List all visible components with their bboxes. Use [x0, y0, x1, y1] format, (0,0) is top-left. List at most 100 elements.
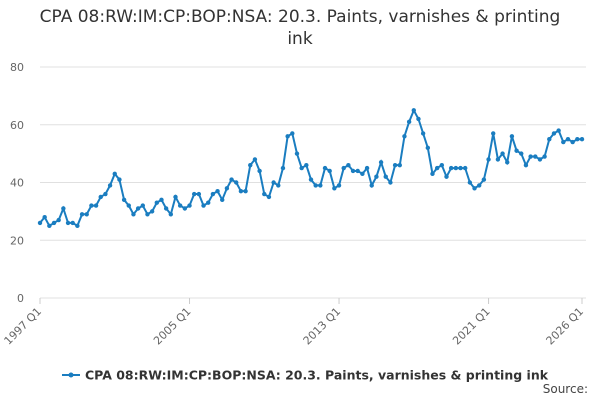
- point: [392, 162, 398, 168]
- point: [271, 180, 276, 185]
- point: [103, 191, 108, 197]
- point: [308, 177, 314, 182]
- x-tick-label: 2005 Q1: [151, 305, 194, 348]
- point: [182, 206, 188, 211]
- point: [285, 134, 290, 139]
- point: [556, 128, 561, 133]
- point: [61, 206, 66, 211]
- legend-marker: [68, 372, 74, 378]
- y-tick-label: 40: [10, 177, 24, 190]
- point: [187, 203, 192, 208]
- point: [374, 174, 379, 179]
- point: [397, 162, 402, 168]
- point: [234, 180, 239, 185]
- point: [84, 212, 89, 217]
- point: [425, 145, 431, 151]
- point: [79, 212, 85, 217]
- point: [528, 154, 533, 159]
- point: [145, 212, 150, 217]
- point: [383, 174, 388, 179]
- y-tick-label: 0: [17, 292, 24, 305]
- point: [173, 194, 178, 200]
- point: [542, 154, 547, 159]
- point: [215, 188, 220, 194]
- point: [51, 220, 57, 226]
- point: [318, 183, 323, 188]
- point: [565, 136, 571, 142]
- point: [505, 160, 510, 165]
- point: [37, 220, 43, 226]
- point: [491, 131, 496, 136]
- point: [444, 174, 449, 179]
- point: [229, 177, 234, 182]
- point: [477, 183, 482, 188]
- point: [42, 214, 47, 220]
- point: [243, 188, 248, 194]
- x-tick-label: 2026 Q1: [544, 305, 587, 348]
- point: [346, 162, 351, 168]
- point: [519, 151, 524, 156]
- point: [332, 186, 337, 191]
- point: [56, 217, 61, 223]
- point: [75, 223, 80, 229]
- series-line: [39, 107, 582, 228]
- point: [304, 162, 309, 168]
- point: [369, 183, 374, 188]
- point: [248, 162, 253, 168]
- point: [575, 136, 580, 142]
- point: [495, 157, 501, 162]
- point: [131, 212, 136, 217]
- point: [462, 165, 468, 171]
- point: [448, 165, 454, 171]
- point: [154, 200, 160, 205]
- point: [93, 203, 99, 208]
- y-tick-label: 60: [10, 119, 24, 132]
- point: [276, 183, 281, 188]
- point: [163, 206, 169, 211]
- point: [327, 168, 332, 174]
- point: [570, 139, 575, 145]
- point: [523, 162, 529, 168]
- point: [290, 131, 295, 136]
- point: [561, 139, 566, 145]
- point: [336, 183, 342, 188]
- point: [135, 206, 141, 211]
- point: [341, 165, 346, 171]
- point: [191, 191, 197, 197]
- point: [514, 148, 519, 153]
- point: [89, 203, 94, 208]
- legend-label: CPA 08:RW:IM:CP:BOP:NSA: 20.3. Paints, v…: [85, 368, 549, 383]
- point: [117, 177, 122, 182]
- point: [458, 165, 463, 171]
- chart-title: CPA 08:RW:IM:CP:BOP:NSA: 20.3. Paints, v…: [39, 7, 561, 49]
- point: [262, 191, 267, 197]
- point: [220, 197, 225, 203]
- point: [420, 131, 426, 136]
- point: [70, 220, 75, 226]
- point: [126, 203, 131, 208]
- point: [280, 165, 286, 171]
- point: [481, 177, 487, 182]
- point: [294, 151, 300, 156]
- point: [47, 223, 52, 229]
- x-tick-label: 2013 Q1: [301, 305, 344, 348]
- point: [486, 157, 491, 162]
- y-tick-label: 80: [10, 61, 24, 74]
- point: [551, 131, 557, 136]
- point: [411, 108, 416, 113]
- point: [224, 186, 230, 191]
- point: [149, 209, 155, 214]
- point: [439, 162, 445, 168]
- x-tick-label: 2021 Q1: [450, 305, 493, 348]
- source: Source:: [543, 382, 588, 396]
- point: [350, 168, 356, 174]
- point: [159, 197, 164, 203]
- point: [509, 134, 515, 139]
- point: [210, 191, 216, 197]
- point: [472, 186, 477, 191]
- point: [206, 200, 211, 205]
- point: [313, 183, 318, 188]
- point: [201, 203, 206, 208]
- point: [322, 165, 328, 171]
